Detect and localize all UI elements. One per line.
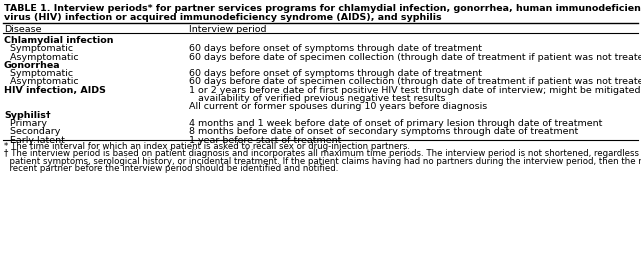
Text: Early latent: Early latent — [4, 135, 65, 144]
Text: † The interview period is based on patient diagnosis and incorporates all maximu: † The interview period is based on patie… — [4, 149, 641, 158]
Text: 1 year before start of treatment: 1 year before start of treatment — [189, 135, 342, 144]
Text: 8 months before date of onset of secondary symptoms through date of treatment: 8 months before date of onset of seconda… — [189, 127, 578, 136]
Text: 60 days before date of specimen collection (through date of treatment if patient: 60 days before date of specimen collecti… — [189, 52, 641, 61]
Text: Symptomatic: Symptomatic — [4, 44, 73, 53]
Text: Disease: Disease — [4, 25, 42, 34]
Text: Interview period: Interview period — [189, 25, 267, 34]
Text: 60 days before onset of symptoms through date of treatment: 60 days before onset of symptoms through… — [189, 69, 482, 78]
Text: recent partner before the interview period should be identified and notified.: recent partner before the interview peri… — [4, 164, 338, 173]
Text: Secondary: Secondary — [4, 127, 60, 136]
Text: HIV infection, AIDS: HIV infection, AIDS — [4, 85, 106, 94]
Text: Asymptomatic: Asymptomatic — [4, 77, 79, 86]
Text: 4 months and 1 week before date of onset of primary lesion through date of treat: 4 months and 1 week before date of onset… — [189, 119, 603, 128]
Text: TABLE 1. Interview periods* for partner services programs for chlamydial infecti: TABLE 1. Interview periods* for partner … — [4, 4, 641, 13]
Text: 1 or 2 years before date of first positive HIV test through date of interview; m: 1 or 2 years before date of first positi… — [189, 85, 641, 94]
Text: Gonorrhea: Gonorrhea — [4, 61, 61, 70]
Text: Syphilis†: Syphilis† — [4, 110, 51, 119]
Text: patient symptoms, serological history, or incidental treatment. If the patient c: patient symptoms, serological history, o… — [4, 156, 641, 165]
Text: Symptomatic: Symptomatic — [4, 69, 73, 78]
Text: 60 days before onset of symptoms through date of treatment: 60 days before onset of symptoms through… — [189, 44, 482, 53]
Text: All current or former spouses during 10 years before diagnosis: All current or former spouses during 10 … — [189, 102, 487, 111]
Text: 60 days before date of specimen collection (through date of treatment if patient: 60 days before date of specimen collecti… — [189, 77, 641, 86]
Text: * The time interval for which an index patient is asked to recall sex or drug-in: * The time interval for which an index p… — [4, 141, 410, 150]
Text: virus (HIV) infection or acquired immunodeficiency syndrome (AIDS), and syphilis: virus (HIV) infection or acquired immuno… — [4, 13, 442, 22]
Text: Primary: Primary — [4, 119, 47, 128]
Text: Asymptomatic: Asymptomatic — [4, 52, 79, 61]
Text: availability of verified previous negative test results: availability of verified previous negati… — [189, 94, 445, 103]
Text: Chlamydial infection: Chlamydial infection — [4, 36, 113, 45]
